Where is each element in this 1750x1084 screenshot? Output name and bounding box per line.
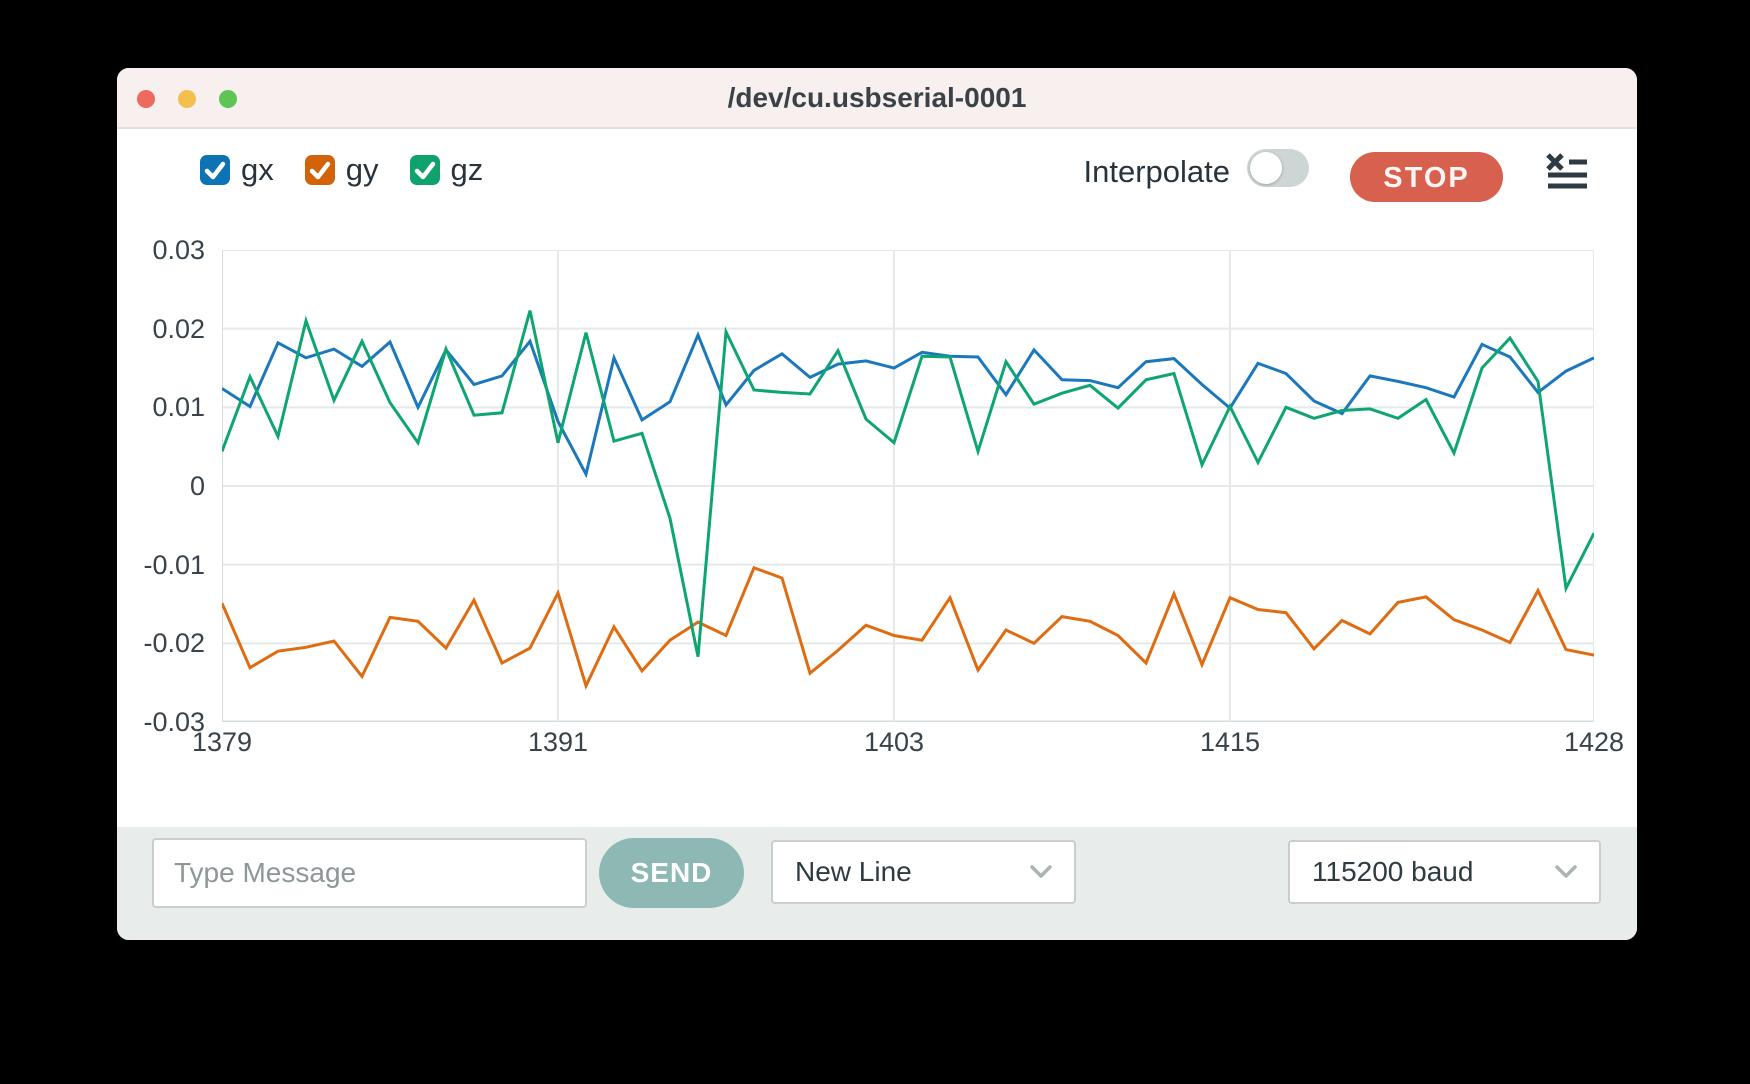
y-tick-label: 0.01 — [152, 392, 205, 423]
toggle-knob — [1250, 152, 1282, 184]
y-tick-label: -0.02 — [143, 628, 205, 659]
line-chart-plot-area — [222, 250, 1594, 722]
legend-item-gz[interactable]: gz — [409, 152, 484, 188]
clear-console-button[interactable] — [1545, 152, 1589, 190]
close-window-button[interactable] — [137, 90, 155, 108]
window-title: /dev/cu.usbserial-0001 — [727, 82, 1027, 113]
legend-label-gy: gy — [345, 152, 379, 187]
chevron-down-icon — [1030, 865, 1052, 878]
line-ending-select[interactable]: New Line — [771, 840, 1076, 904]
series-line-gy — [222, 565, 1594, 690]
checkmark-icon — [414, 161, 435, 180]
minimize-window-button[interactable] — [178, 90, 196, 108]
stop-button[interactable]: STOP — [1350, 152, 1503, 202]
baud-rate-value: 115200 baud — [1312, 856, 1474, 887]
checkmark-icon — [309, 161, 330, 180]
legend-label-gz: gz — [450, 152, 484, 187]
series-line-gx — [222, 331, 1594, 479]
legend-label-gx: gx — [241, 152, 274, 187]
message-input[interactable] — [152, 838, 587, 908]
interpolate-toggle[interactable] — [1247, 149, 1309, 187]
legend-item-gy[interactable]: gy — [304, 152, 379, 188]
gy-checkbox[interactable] — [304, 155, 335, 185]
series-legend: gx gy gz — [200, 152, 483, 188]
baud-rate-select[interactable]: 115200 baud — [1288, 840, 1601, 904]
line-ending-value: New Line — [795, 856, 912, 887]
legend-item-gx[interactable]: gx — [200, 152, 274, 188]
x-tick-label: 1379 — [191, 727, 253, 757]
send-button[interactable]: SEND — [599, 838, 744, 908]
maximize-window-button[interactable] — [219, 90, 237, 108]
checkmark-icon — [204, 161, 226, 180]
window-titlebar: /dev/cu.usbserial-0001 — [117, 68, 1637, 129]
x-tick-label: 1428 — [1563, 727, 1625, 757]
gx-checkbox[interactable] — [200, 155, 230, 185]
x-tick-label: 1403 — [863, 727, 925, 757]
chevron-down-icon — [1555, 865, 1577, 878]
window-controls — [137, 90, 237, 108]
y-tick-label: -0.01 — [143, 549, 205, 580]
series-line-gz — [222, 310, 1594, 657]
x-tick-label: 1415 — [1199, 727, 1261, 757]
gz-checkbox[interactable] — [409, 155, 440, 185]
interpolate-label: Interpolate — [1083, 154, 1231, 189]
y-tick-label: -0.03 — [143, 707, 205, 737]
x-tick-label: 1391 — [527, 727, 589, 757]
clear-list-icon — [1546, 153, 1587, 189]
y-tick-label: 0 — [189, 471, 205, 501]
y-tick-label: 0.03 — [152, 235, 205, 265]
serial-plotter-window: /dev/cu.usbserial-0001 gx gy — [117, 68, 1637, 940]
serial-console-bar: SEND New Line 115200 baud — [117, 827, 1637, 940]
y-tick-label: 0.02 — [152, 313, 205, 344]
